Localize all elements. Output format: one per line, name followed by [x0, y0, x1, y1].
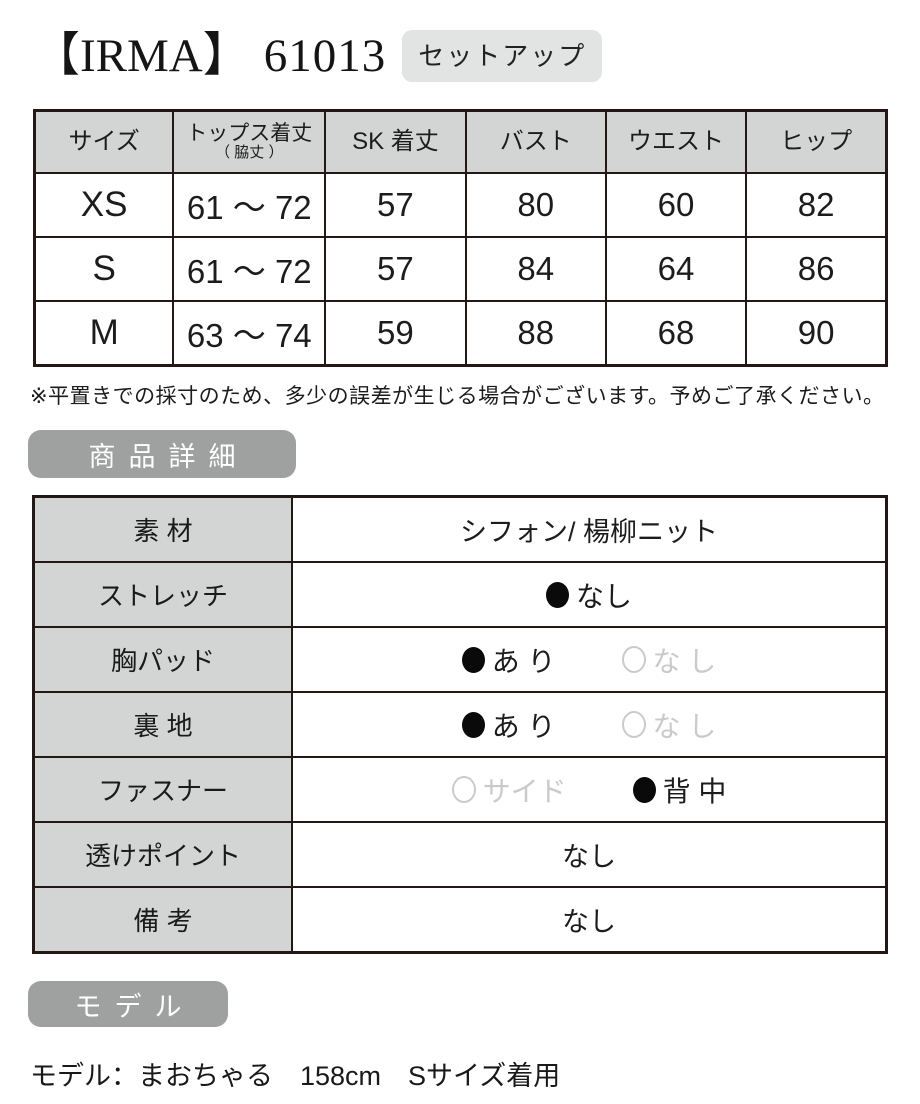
- filled-circle-icon: [545, 581, 569, 608]
- option-label: あ り: [491, 710, 556, 742]
- item-number: 61013: [263, 29, 387, 82]
- detail-label: 裏 地: [32, 691, 293, 758]
- model-info: モデル：まおちゃる 158cm Sサイズ着用: [30, 1061, 561, 1091]
- size-table-header-row: サイズ トップス着丈（ 脇丈 ） SK 着丈 バスト ウエスト ヒップ: [33, 109, 888, 174]
- product-detail-heading: 商品詳細: [28, 430, 296, 478]
- detail-value: シフォン/ 楊柳ニット: [291, 495, 888, 563]
- detail-row: 備 考なし: [32, 886, 888, 954]
- filled-circle-icon: [461, 646, 485, 673]
- filled-circle-icon: [461, 711, 485, 738]
- measurement-cell: 64: [604, 236, 748, 302]
- option-label: サイド: [482, 775, 567, 807]
- measurement-cell: 60: [604, 172, 748, 238]
- size-name-cell: S: [33, 236, 175, 302]
- measurement-cell: 68: [604, 300, 748, 367]
- detail-row: 胸パッド あ り な し: [32, 626, 888, 693]
- size-column-title: トップス着丈: [186, 121, 313, 145]
- detail-label: 備 考: [32, 886, 293, 954]
- size-column-title: SK 着丈: [352, 127, 439, 155]
- option-group: あ りな し: [293, 640, 885, 680]
- size-table-row: XS 61 ～ 72 57 80 60 82: [33, 172, 888, 238]
- detail-row: 素 材シフォン/ 楊柳ニット: [32, 495, 888, 563]
- header: 【IRMA】 61013 セットアップ: [0, 0, 920, 88]
- option-group: サイド 背 中: [293, 770, 885, 810]
- size-column-header: サイズ: [33, 109, 175, 174]
- detail-row: ファスナー サイド 背 中: [32, 756, 888, 823]
- product-detail-body: 素 材シフォン/ 楊柳ニット ストレッチ なし 胸パッドあ りな し裏 地あ りな し…: [32, 495, 888, 954]
- option-unselected: な し: [621, 705, 717, 745]
- detail-value: なし: [291, 821, 888, 888]
- measurement-cell: 82: [745, 172, 888, 238]
- option-unselected: な し: [621, 640, 717, 680]
- detail-label: 素 材: [32, 495, 293, 563]
- page-title: 【IRMA】 61013: [33, 29, 387, 82]
- size-name-cell: XS: [33, 172, 175, 238]
- filled-circle-icon: [632, 776, 656, 803]
- brand-name: 【IRMA】: [33, 29, 250, 82]
- detail-value: あ りな し: [291, 626, 888, 693]
- option-unselected: サイド: [451, 770, 567, 810]
- size-table: サイズ トップス着丈（ 脇丈 ） SK 着丈 バスト ウエスト ヒップ XS 61 ～ 72…: [33, 109, 888, 367]
- size-table-body: XS 61 ～ 72 57 80 60 82 S 61 ～ 72 57 84 64 86 M 63 ～ 7…: [33, 172, 888, 367]
- size-column-header: バスト: [464, 109, 607, 174]
- detail-label: 胸パッド: [32, 626, 293, 693]
- model-heading-label: モデル: [74, 991, 195, 1022]
- detail-row: 透けポイント なし: [32, 821, 888, 888]
- option-selected: あ り: [461, 640, 556, 680]
- option-selected: あ り: [461, 705, 556, 745]
- detail-label: ファスナー: [32, 756, 293, 823]
- size-table-row: M 63 ～ 74 59 88 68 90: [33, 300, 888, 367]
- size-column-title: サイズ: [68, 127, 140, 155]
- measurement-cell: 63 ～ 74: [172, 300, 327, 367]
- option-selected: 背 中: [632, 770, 727, 810]
- measurement-note: ※平置きでの採寸のため、多少の誤差が生じる場合がございます。予めご了承ください。: [30, 385, 885, 408]
- measurement-cell: 84: [464, 236, 607, 302]
- measurement-cell: 86: [745, 236, 888, 302]
- measurement-cell: 57: [324, 172, 467, 238]
- empty-circle-icon: [621, 646, 646, 673]
- category-badge: セットアップ: [402, 30, 603, 82]
- detail-label: 透けポイント: [32, 821, 293, 888]
- size-table-head: サイズ トップス着丈（ 脇丈 ） SK 着丈 バスト ウエスト ヒップ: [33, 109, 888, 174]
- size-column-header: ウエスト: [604, 109, 748, 174]
- size-column-header: トップス着丈（ 脇丈 ）: [172, 109, 327, 174]
- size-column-title: バスト: [499, 127, 572, 155]
- product-detail-heading-label: 商品詳細: [88, 441, 249, 472]
- detail-label: ストレッチ: [32, 561, 293, 628]
- option-label: あ り: [491, 645, 556, 677]
- option-group: あ りな し: [293, 705, 885, 745]
- empty-circle-icon: [621, 711, 646, 738]
- measurement-cell: 80: [464, 172, 607, 238]
- option-label: な し: [652, 645, 717, 677]
- option-label: な し: [652, 710, 717, 742]
- option-selected: なし: [545, 575, 632, 615]
- detail-value: サイド 背 中: [291, 756, 888, 823]
- detail-value: なし: [291, 561, 888, 628]
- detail-value: なし: [291, 886, 888, 954]
- size-column-subtitle: （ 脇丈 ）: [215, 143, 284, 161]
- product-detail-table: 素 材シフォン/ 楊柳ニット ストレッチ なし 胸パッドあ りな し裏 地あ りな し…: [32, 495, 888, 954]
- measurement-cell: 88: [464, 300, 607, 367]
- option-label: 背 中: [662, 775, 727, 807]
- detail-row: ストレッチ なし: [32, 561, 888, 628]
- option-label: なし: [575, 580, 632, 612]
- size-column-title: ヒップ: [780, 127, 853, 155]
- measurement-cell: 61 ～ 72: [172, 236, 327, 302]
- model-heading: モデル: [28, 981, 228, 1027]
- option-group: なし: [293, 575, 885, 615]
- measurement-cell: 59: [324, 300, 467, 367]
- size-name-cell: M: [33, 300, 175, 367]
- size-column-header: SK 着丈: [324, 109, 467, 174]
- detail-row: 裏 地あ りな し: [32, 691, 888, 758]
- measurement-cell: 61 ～ 72: [172, 172, 327, 238]
- measurement-cell: 57: [324, 236, 467, 302]
- size-column-header: ヒップ: [745, 109, 888, 174]
- size-table-row: S 61 ～ 72 57 84 64 86: [33, 236, 888, 302]
- detail-value: あ りな し: [291, 691, 888, 758]
- empty-circle-icon: [451, 776, 476, 803]
- measurement-cell: 90: [745, 300, 888, 367]
- size-column-title: ウエスト: [628, 127, 725, 155]
